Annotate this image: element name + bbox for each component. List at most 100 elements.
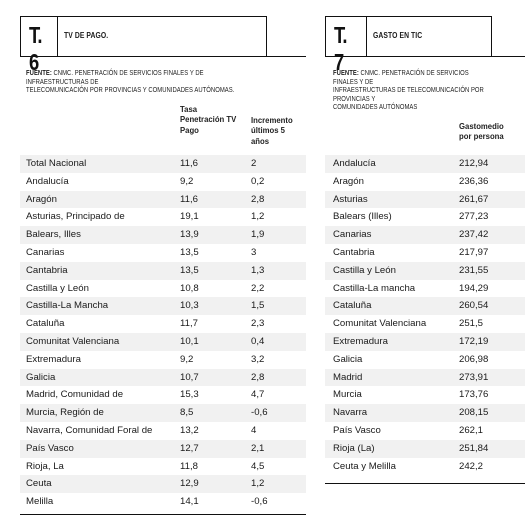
cell-increment: 1,2 — [251, 478, 265, 490]
cell-increment: 4,7 — [251, 389, 265, 401]
cell-increment: 2,3 — [251, 318, 265, 330]
t7-rows: Andalucía 212,94 Aragón 236,36 Asturias 261,6… — [325, 155, 525, 475]
table-title-box: GASTO EN TIC — [366, 16, 492, 56]
bottom-divider — [325, 483, 525, 484]
cell-rate: 9,2 — [180, 353, 194, 365]
table-row: Andalucía 9,2 0,2 — [20, 173, 306, 191]
table-row: Ceuta y Melilla 242,2 — [325, 458, 525, 476]
cell-region: Melilla — [26, 496, 54, 508]
table-row: Asturias, Principado de 19,1 1,2 — [20, 208, 306, 226]
cell-spend: 173,76 — [459, 389, 489, 401]
cell-region: Murcia — [333, 389, 362, 401]
table-row: Cataluña 11,7 2,3 — [20, 315, 306, 333]
column-header-spend: Gastomedio por persona — [459, 121, 504, 142]
cell-spend: 277,23 — [459, 211, 489, 223]
cell-spend: 231,55 — [459, 264, 489, 276]
table-row: Navarra 208,15 — [325, 404, 525, 422]
cell-rate: 12,7 — [180, 442, 199, 454]
cell-rate: 15,3 — [180, 389, 199, 401]
cell-region: Andalucía — [333, 158, 376, 169]
cell-increment: 2,2 — [251, 282, 265, 294]
cell-increment: 1,3 — [251, 264, 265, 276]
table-source: FUENTE: CNMC. PENETRACIÓN DE SERVICIOS F… — [26, 68, 256, 95]
table-row: Cataluña 260,54 — [325, 297, 525, 316]
table-title-box: TV DE PAGO. — [57, 16, 267, 56]
table-row: Balears (Illes) 277,23 — [325, 208, 525, 226]
table-row: Asturias 261,67 — [325, 190, 525, 209]
table-row: Andalucía 212,94 — [325, 155, 525, 173]
cell-region: Asturias — [333, 193, 368, 205]
cell-region: Asturias, Principado de — [26, 211, 125, 223]
cell-rate: 11,6 — [180, 193, 198, 205]
table-row: Comunitat Valenciana 10,1 0,4 — [20, 332, 306, 351]
cell-rate: 13,5 — [180, 246, 199, 258]
cell-rate: 13,9 — [180, 229, 199, 241]
cell-spend: 261,67 — [459, 193, 489, 205]
cell-increment: 1,2 — [251, 211, 265, 223]
table-row: Balears, Illes 13,9 1,9 — [20, 226, 306, 244]
cell-region: Castilla-La mancha — [333, 282, 416, 294]
cell-region: Navarra — [333, 407, 368, 419]
cell-region: Balears (Illes) — [333, 211, 392, 223]
cell-region: Galicia — [26, 371, 56, 383]
cell-increment: 3,2 — [251, 353, 265, 365]
bottom-divider — [20, 514, 306, 515]
cell-increment: 2,8 — [251, 371, 265, 383]
cell-spend: 172,19 — [459, 335, 489, 347]
table-title: GASTO EN TIC — [373, 31, 423, 40]
cell-increment: 2,1 — [251, 442, 265, 454]
cell-region: Madrid — [333, 371, 363, 383]
cell-region: Canarias — [333, 229, 372, 241]
table-row: Extremadura 172,19 — [325, 332, 525, 351]
table-row: Extremadura 9,2 3,2 — [20, 351, 306, 369]
cell-increment: 3 — [251, 246, 257, 258]
column-header-penetration: Tasa Penetración TV Pago — [180, 104, 237, 135]
cell-region: Canarias — [26, 246, 65, 258]
cell-region: Ceuta — [26, 478, 52, 490]
source-text: CNMC. PENETRACIÓN DE SERVICIOS FINALES Y… — [333, 68, 469, 86]
cell-spend: 217,97 — [459, 246, 489, 258]
table-code: T. 6 — [29, 22, 43, 75]
cell-increment: 2,8 — [251, 193, 265, 205]
table-row: Galicia 10,7 2,8 — [20, 368, 306, 387]
cell-increment: 4 — [251, 424, 257, 436]
table-t6-panel: T. 6 TV DE PAGO. FUENTE: CNMC. PENETRACI… — [20, 0, 306, 518]
cell-spend: 236,36 — [459, 175, 489, 187]
cell-rate: 11,8 — [180, 460, 198, 472]
table-row: Cantabria 13,5 1,3 — [20, 261, 306, 280]
cell-region: Comunitat Valenciana — [26, 335, 120, 347]
cell-region: Cataluña — [333, 300, 372, 312]
source-text-line2: TELECOMUNICACIÓN POR PROVINCIAS Y COMUNI… — [26, 85, 235, 95]
cell-rate: 10,1 — [180, 335, 199, 347]
header-divider — [20, 56, 306, 57]
cell-rate: 10,8 — [180, 282, 199, 294]
table-row: Castilla-La Mancha 10,3 1,5 — [20, 297, 306, 316]
table-source: FUENTE: CNMC. PENETRACIÓN DE SERVICIOS F… — [333, 68, 490, 112]
table-row: Galicia 206,98 — [325, 351, 525, 369]
table-row: Castilla y León 231,55 — [325, 261, 525, 280]
cell-rate: 13,5 — [180, 264, 199, 276]
table-code: T. 7 — [334, 22, 348, 75]
source-label: FUENTE: — [26, 68, 52, 77]
table-row: Canarias 237,42 — [325, 226, 525, 244]
cell-spend: 206,98 — [459, 353, 489, 365]
cell-spend: 242,2 — [459, 460, 484, 472]
cell-rate: 9,2 — [180, 175, 194, 187]
cell-rate: 13,2 — [180, 424, 199, 436]
cell-region: Cataluña — [26, 318, 65, 330]
table-row: Melilla 14,1 -0,6 — [20, 493, 306, 511]
cell-region: Cantabria — [26, 264, 68, 276]
cell-region: Navarra, Comunidad Foral de — [26, 424, 153, 436]
cell-increment: 2 — [251, 158, 257, 169]
table-row: Comunitat Valenciana 251,5 — [325, 315, 525, 333]
cell-rate: 11,7 — [180, 318, 198, 330]
cell-spend: 251,84 — [459, 442, 489, 454]
table-row: Rioja, La 11,8 4,5 — [20, 458, 306, 476]
table-row: Madrid 273,91 — [325, 368, 525, 387]
cell-region: Castilla-La Mancha — [26, 300, 109, 312]
cell-increment: -0,6 — [251, 407, 268, 419]
cell-region: Extremadura — [26, 353, 81, 365]
source-text-line3: COMUNIDADES AUTÓNOMAS — [333, 102, 418, 112]
cell-spend: 212,94 — [459, 158, 489, 169]
cell-region: Comunitat Valenciana — [333, 318, 427, 330]
